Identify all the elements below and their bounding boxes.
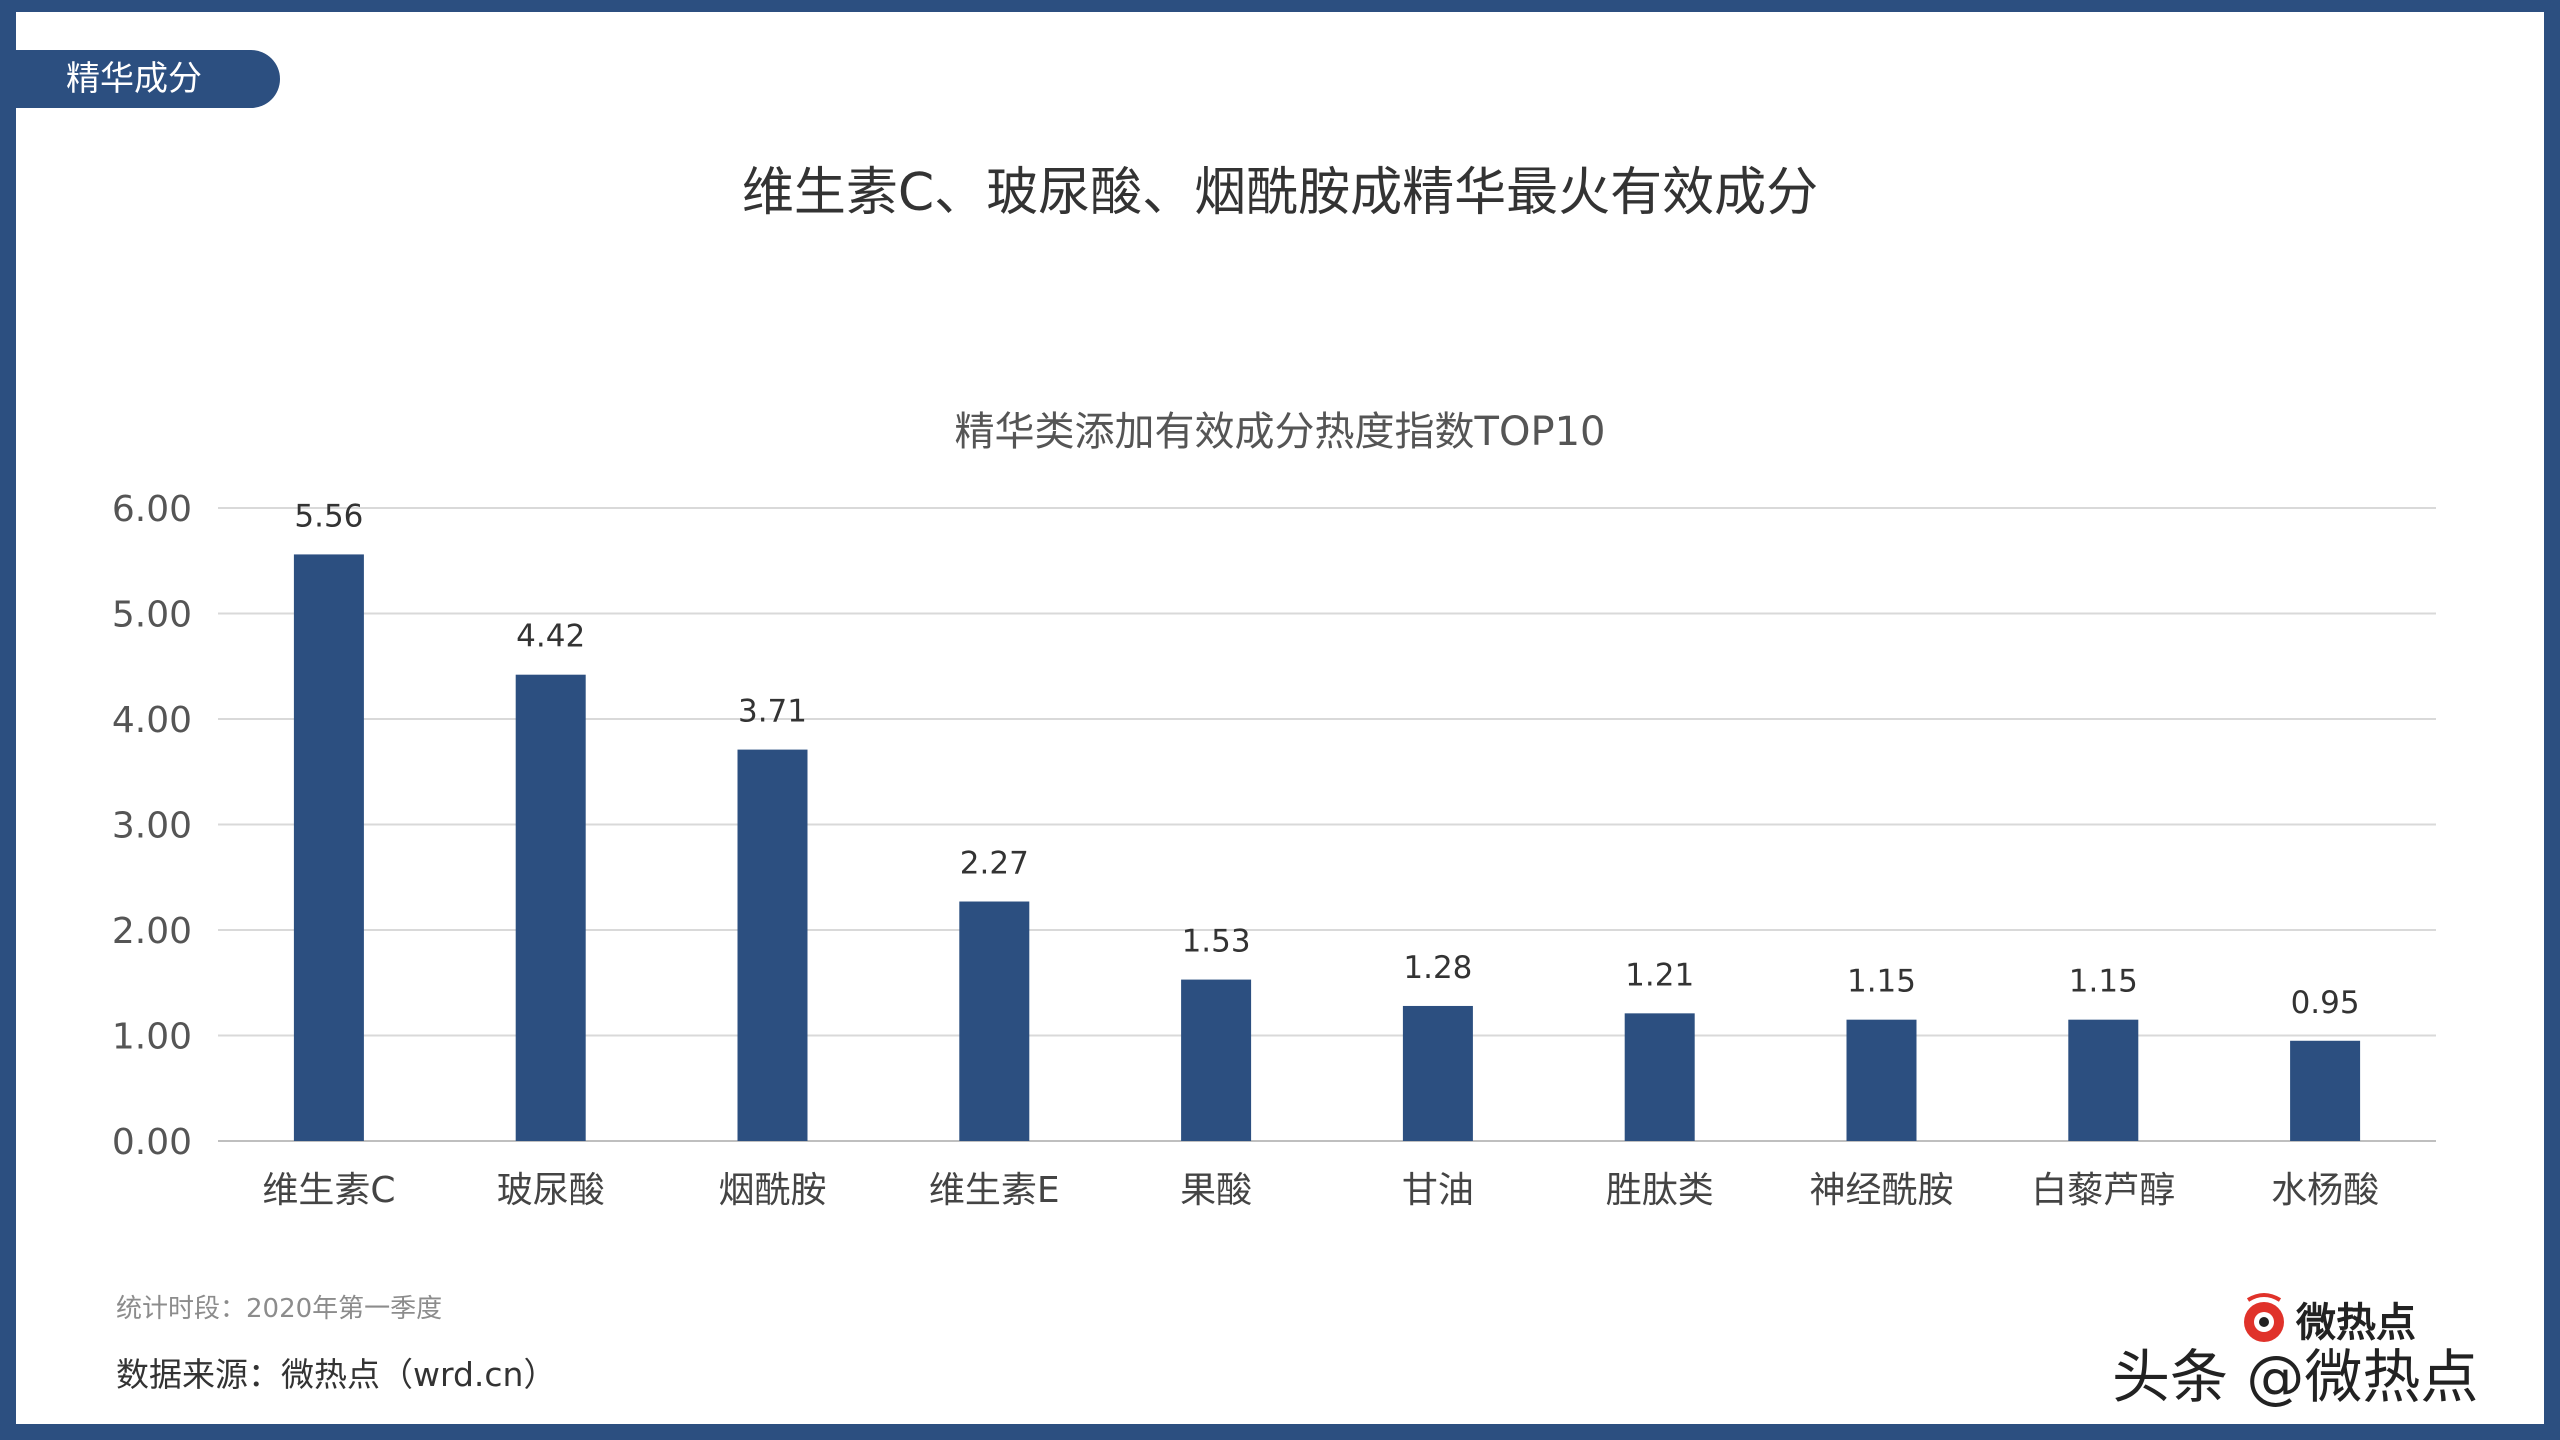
data-label: 3.71 <box>738 694 807 730</box>
chart-bars <box>293 554 2361 1141</box>
bar <box>959 901 1030 1141</box>
stat-period-note: 统计时段：2020年第一季度 <box>116 1294 443 1324</box>
watermark-brand: 微热点 <box>2296 1300 2416 1346</box>
bar <box>1402 1005 1473 1141</box>
bar <box>2290 1040 2361 1141</box>
bar <box>2068 1019 2139 1141</box>
data-label: 0.95 <box>2291 985 2360 1021</box>
data-label: 1.28 <box>1403 950 1472 986</box>
x-category-label: 胜肽类 <box>1606 1170 1714 1211</box>
y-tick-label: 2.00 <box>112 911 192 952</box>
x-category-label: 维生素E <box>929 1170 1060 1211</box>
x-category-label: 玻尿酸 <box>497 1170 605 1211</box>
bar <box>737 749 808 1141</box>
x-axis-categories: 维生素C 玻尿酸 烟酰胺 维生素E 果酸 甘油 胜肽类 神经酰胺 白藜芦醇 水杨酸 <box>262 1170 2379 1211</box>
x-category-label: 水杨酸 <box>2271 1170 2379 1211</box>
x-category-label: 烟酰胺 <box>718 1170 826 1211</box>
y-tick-label: 5.00 <box>112 595 192 636</box>
weibo-eye-icon <box>2244 1293 2284 1342</box>
x-category-label: 维生素C <box>262 1170 395 1211</box>
y-tick-label: 3.00 <box>112 806 192 847</box>
bar <box>515 674 586 1141</box>
bar <box>1624 1013 1695 1141</box>
chart-data-labels: 5.56 4.42 3.71 2.27 1.53 1.28 1.21 1.15 1.15 0.95 <box>294 498 2359 1020</box>
y-tick-label: 1.00 <box>112 1017 192 1058</box>
y-tick-label: 0.00 <box>112 1122 192 1163</box>
data-label: 5.56 <box>294 498 363 534</box>
bar <box>1846 1019 1917 1141</box>
x-category-label: 果酸 <box>1180 1170 1252 1211</box>
data-label: 1.21 <box>1625 957 1694 993</box>
y-axis-ticks: 0.00 1.00 2.00 3.00 4.00 5.00 6.00 <box>112 489 192 1163</box>
page-title: 维生素C、玻尿酸、烟酰胺成精华最火有效成分 <box>741 163 1819 223</box>
y-tick-label: 4.00 <box>112 700 192 741</box>
watermark-credit: 头条 @微热点 <box>2112 1343 2479 1411</box>
chart-title: 精华类添加有效成分热度指数TOP10 <box>955 409 1606 455</box>
data-label: 1.15 <box>1847 964 1916 1000</box>
chart-gridlines <box>218 507 2436 1142</box>
data-label: 1.53 <box>1182 924 1251 960</box>
data-label: 4.42 <box>516 619 585 655</box>
x-category-label: 白藜芦醇 <box>2031 1170 2175 1211</box>
bar <box>293 554 364 1141</box>
y-tick-label: 6.00 <box>112 489 192 530</box>
x-category-label: 神经酰胺 <box>1809 1170 1953 1211</box>
data-label: 2.27 <box>960 846 1029 882</box>
bar <box>1181 979 1252 1141</box>
data-label: 1.15 <box>2069 964 2138 1000</box>
x-category-label: 甘油 <box>1402 1170 1474 1211</box>
section-tab: 精华成分 <box>16 50 280 108</box>
data-source-note: 数据来源：微热点（wrd.cn） <box>116 1355 557 1394</box>
